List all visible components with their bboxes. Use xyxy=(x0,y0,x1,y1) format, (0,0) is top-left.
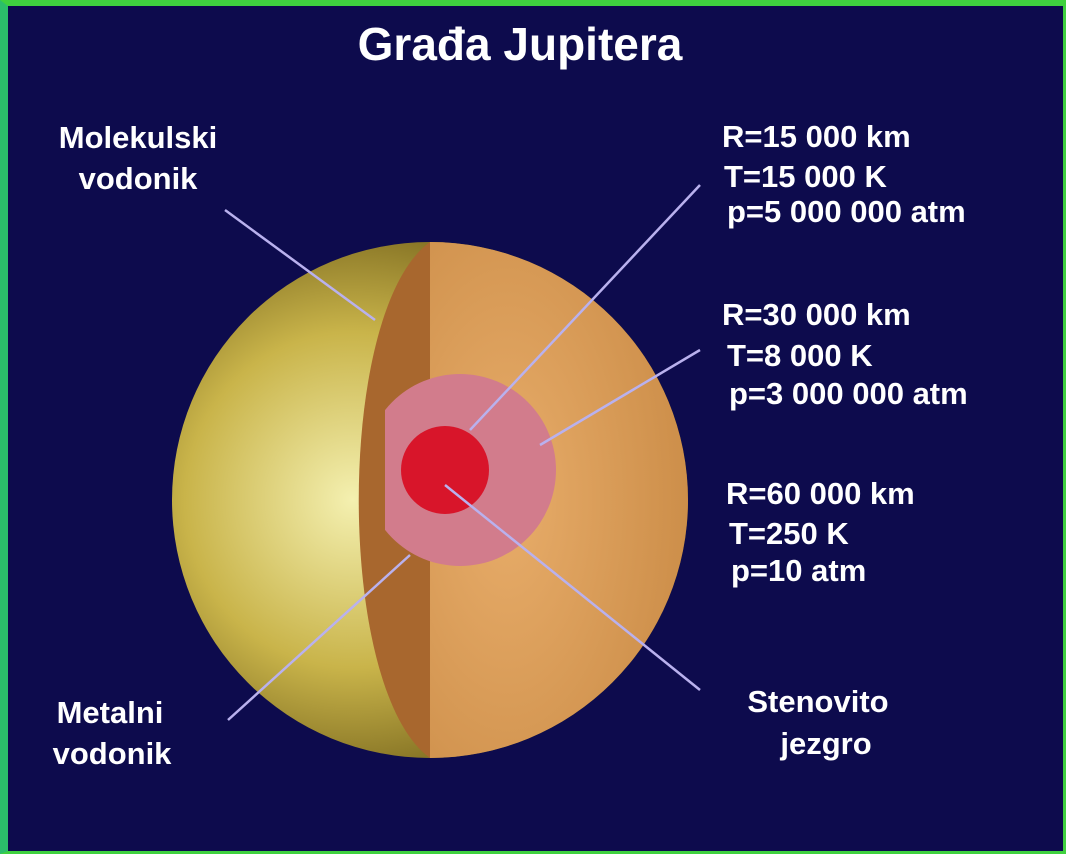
layer-label: Molekulski xyxy=(59,120,218,155)
title: Građa Jupitera xyxy=(358,18,683,70)
condition: T=8 000 K xyxy=(727,338,873,373)
slide: Građa Jupitera Molekulski vodonik Metaln… xyxy=(0,0,1066,854)
layer-label: Stenovito xyxy=(747,684,888,719)
condition: T=250 K xyxy=(729,516,849,551)
condition: R=30 000 km xyxy=(722,297,911,332)
layer-label: Metalni xyxy=(57,695,164,730)
layer-label: vodonik xyxy=(79,161,199,196)
condition: R=15 000 km xyxy=(722,119,911,154)
condition: p=5 000 000 atm xyxy=(727,194,966,229)
diagram: Građa Jupitera Molekulski vodonik Metaln… xyxy=(0,0,1066,854)
layer-label: vodonik xyxy=(53,736,173,771)
condition: R=60 000 km xyxy=(726,476,915,511)
condition: p=3 000 000 atm xyxy=(729,376,968,411)
condition: p=10 atm xyxy=(731,553,866,588)
condition: T=15 000 K xyxy=(724,159,887,194)
planet xyxy=(172,242,688,758)
layer-label: jezgro xyxy=(779,726,871,761)
core xyxy=(401,426,489,514)
